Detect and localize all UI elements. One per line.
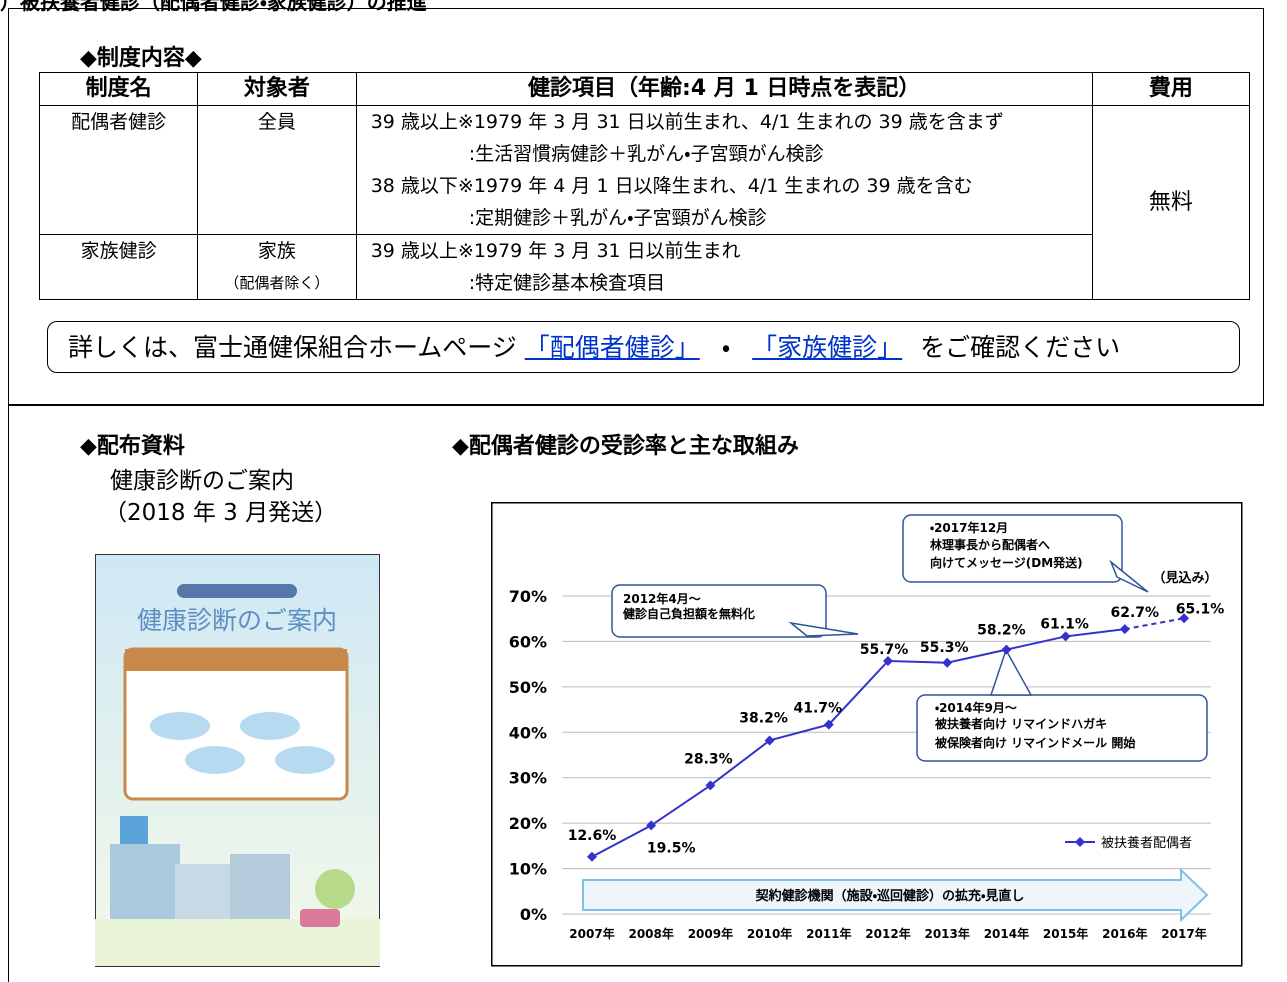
x-tick-label: 2007年: [569, 926, 614, 941]
target-line: 全員: [204, 106, 350, 138]
y-tick-label: 0%: [520, 905, 547, 924]
column-header: 制度名: [40, 73, 198, 106]
annotation-text: ・2014年9月～: [935, 700, 1017, 715]
data-label: 65.1%: [1176, 601, 1225, 617]
materials-heading: ◆配布資料: [80, 428, 185, 460]
materials-line: 健康診断のご案内: [110, 461, 294, 495]
item-line: :定期健診＋乳がん・子宮頸がん検診: [371, 202, 1086, 234]
data-label: 61.1%: [1040, 616, 1089, 632]
notice-text: 詳しくは、富士通健保組合ホームページ: [68, 333, 517, 362]
x-tick-label: 2010年: [747, 926, 792, 941]
y-tick-label: 70%: [509, 587, 547, 606]
row-items: 39 歳以上※1979 年 3 月 31 日以前生まれ:特定健診基本検査項目: [356, 235, 1092, 300]
link[interactable]: 「配偶者健診」: [525, 333, 700, 362]
brochure-bubble: [185, 746, 245, 774]
item-line: 39 歳以上※1979 年 3 月 31 日以前生まれ、4/1 生まれの 39 …: [371, 106, 1086, 138]
notice-separator: ・: [722, 333, 731, 362]
brochure-tag: [177, 584, 297, 598]
brochure-bubble: [275, 746, 335, 774]
item-line: :特定健診基本検査項目: [371, 267, 1086, 299]
item-line: 39 歳以上※1979 年 3 月 31 日以前生まれ: [371, 235, 1086, 267]
data-label: 41.7%: [794, 701, 843, 717]
row-target: 家族（配偶者除く）: [198, 235, 357, 300]
brochure: 健康診断のご案内: [95, 554, 380, 967]
x-tick-label: 2012年: [865, 926, 910, 941]
system-table: 制度名対象者健診項目（年齢:4 月 1 日時点を表記）費用 配偶者健診全員 39 …: [39, 72, 1250, 300]
annotation-text: 林理事長から配偶者へ: [930, 537, 1050, 552]
x-tick-label: 2008年: [628, 926, 673, 941]
row-target: 全員: [198, 106, 357, 235]
notice-text: をご確認ください: [920, 333, 1120, 362]
brochure-bubble: [240, 712, 300, 740]
legend-label: 被扶養者配偶者: [1101, 835, 1192, 851]
brochure-box-head: [125, 649, 347, 671]
page: ）被扶養者健診（配偶者健診・家族健診）の推進 ◆制度内容◆ 制度名対象者健診項目…: [0, 0, 1287, 982]
brochure-building: [230, 854, 290, 924]
annotation-text: 健診自己負担額を無料化: [622, 606, 755, 621]
annotation-text: 向けてメッセージ(DM発送): [930, 555, 1083, 570]
brochure-building: [110, 844, 180, 924]
x-tick-label: 2016年: [1102, 926, 1147, 941]
column-header: 費用: [1092, 73, 1249, 106]
section-heading: ◆制度内容◆: [80, 40, 202, 72]
x-tick-label: 2013年: [924, 926, 969, 941]
item-line: :生活習慣病健診＋乳がん・子宮頸がん検診: [371, 138, 1086, 170]
annotation-text: ・2017年12月: [930, 520, 1008, 535]
row-items: 39 歳以上※1979 年 3 月 31 日以前生まれ、4/1 生まれの 39 …: [356, 106, 1092, 235]
brochure-bubble: [150, 712, 210, 740]
x-tick-label: 2011年: [806, 926, 851, 941]
brochure-cross: [120, 816, 148, 844]
item-line: 38 歳以下※1979 年 4 月 1 日以降生まれ、4/1 生まれの 39 歳…: [371, 170, 1086, 202]
y-tick-label: 50%: [509, 678, 547, 697]
projection-label: （見込み）: [1152, 570, 1217, 586]
annotation-text: 被保険者向け リマインドメール 開始: [934, 735, 1135, 750]
y-tick-label: 30%: [509, 769, 547, 788]
row-name: 家族健診: [40, 235, 198, 300]
y-tick-label: 60%: [509, 632, 547, 651]
brochure-title: 健康診断のご案内: [137, 606, 337, 635]
target-line: （配偶者除く）: [204, 267, 350, 299]
page-title: ）被扶養者健診（配偶者健診・家族健診）の推進: [0, 0, 427, 15]
fee: 無料: [1092, 106, 1249, 300]
notice-box: 詳しくは、富士通健保組合ホームページ 「配偶者健診」 ・ 「家族健診」 をご確認…: [47, 321, 1240, 373]
chart-title: ◆配偶者健診の受診率と主な取組み: [452, 428, 799, 460]
x-tick-label: 2017年: [1161, 926, 1206, 941]
target-line: 家族: [204, 235, 350, 267]
brochure-bus: [300, 909, 340, 927]
data-label: 19.5%: [647, 840, 696, 856]
brochure-tree: [315, 869, 355, 909]
data-label: 62.7%: [1111, 605, 1160, 621]
y-tick-label: 40%: [509, 723, 547, 742]
data-label: 12.6%: [568, 828, 617, 844]
materials-line: （2018 年 3 月発送）: [104, 493, 337, 527]
column-header: 健診項目（年齢:4 月 1 日時点を表記）: [356, 73, 1092, 106]
data-label: 28.3%: [684, 751, 733, 767]
data-label: 58.2%: [977, 623, 1026, 639]
link[interactable]: 「家族健診」: [752, 333, 902, 362]
y-tick-label: 20%: [509, 814, 547, 833]
chart: 0% 10% 20% 30% 40% 50% 60% 70% 2007年 2008年 2009年 20…: [491, 502, 1243, 967]
data-label: 38.2%: [739, 710, 788, 726]
row-name: 配偶者健診: [40, 106, 198, 235]
column-header: 対象者: [198, 73, 357, 106]
x-tick-label: 2009年: [688, 926, 733, 941]
x-tick-label: 2015年: [1043, 926, 1088, 941]
frame-left: [8, 403, 9, 982]
data-label: 55.3%: [920, 640, 969, 656]
x-tick-label: 2014年: [984, 926, 1029, 941]
banner-text: 契約健診機関（施設・巡回健診）の拡充・見直し: [756, 888, 1025, 904]
annotation-text: 2012年4月～: [623, 591, 701, 606]
data-label: 55.7%: [860, 642, 909, 658]
annotation-text: 被扶養者向け リマインドハガキ: [934, 716, 1107, 731]
y-tick-label: 10%: [509, 860, 547, 879]
